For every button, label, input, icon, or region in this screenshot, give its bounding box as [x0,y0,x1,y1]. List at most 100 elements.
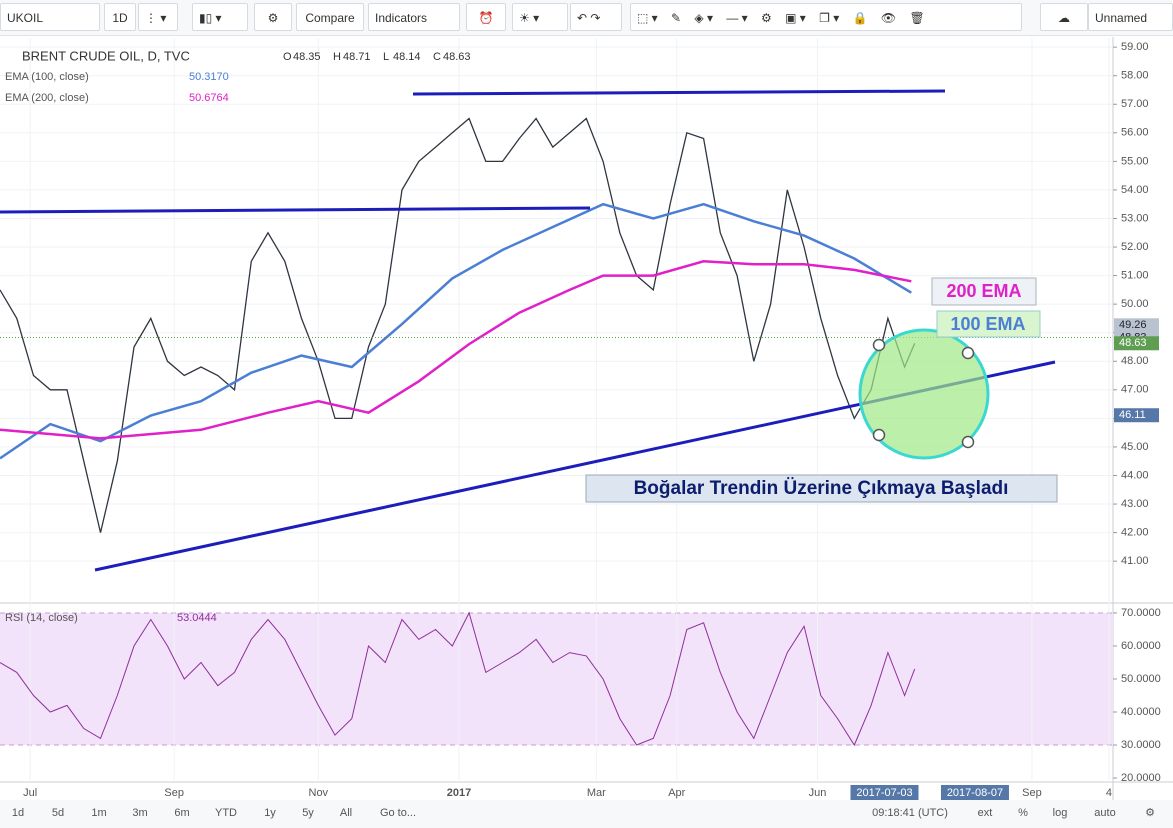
interval-menu[interactable]: ⋮ ▾ [138,3,178,31]
symbol-input[interactable]: UKOIL [0,3,100,31]
rsi-tick-label: 40.0000 [1121,706,1161,718]
handle[interactable] [872,428,886,442]
y-tick-label: 48.00 [1121,355,1149,367]
rsi-title: RSI (14, close) [5,612,78,624]
x-tick-label: Jul [23,787,37,799]
range-button[interactable]: YTD [215,807,237,819]
ohlc-label: H [333,51,341,63]
rsi-tick-label: 70.0000 [1121,607,1161,619]
price-marker-label: 46.11 [1119,409,1146,421]
trendline [0,206,591,214]
range-button[interactable]: 1d [12,807,24,819]
scale-option[interactable]: % [1018,807,1028,819]
rsi-tick-label: 20.0000 [1121,772,1161,784]
y-tick-label: 47.00 [1121,384,1149,396]
price-marker-label: 49.26 [1119,319,1147,331]
replay[interactable]: ☀ ▾ [512,3,568,31]
range-button[interactable]: All [340,807,352,819]
symbol-title: BRENT CRUDE OIL, D, TVC [22,48,190,63]
y-tick-label: 55.00 [1121,155,1149,167]
ohlc-label: C [433,51,441,63]
rsi-band-group [0,38,1113,782]
x-tick-label: Sep [164,787,184,799]
ohlc-value: 48.71 [343,51,371,63]
price-marker [1114,336,1159,351]
y-tick-label: 51.00 [1121,269,1149,281]
x-tick-label: Sep [1022,787,1042,799]
x-marker-label: 2017-08-07 [947,787,1003,799]
handle[interactable] [872,338,886,352]
price-marker [1114,318,1159,333]
annotation-box [585,474,1058,503]
ohlc-value: 48.35 [293,51,321,63]
y-tick-label: 57.00 [1121,98,1149,110]
circle-drawing [858,328,990,460]
annotation: 100 EMA [950,314,1025,334]
chart-style[interactable]: ▮▯ ▾ [192,3,248,31]
legend-value: 50.6764 [189,92,229,104]
ohlc-label: O [283,51,292,63]
rsi-line [0,611,916,747]
range-button[interactable]: 1y [264,807,276,819]
ohlc-label: L [383,51,389,63]
scale-option[interactable]: log [1053,807,1068,819]
y-tick-label: 58.00 [1121,70,1149,82]
layout-name[interactable]: Unnamed [1088,3,1173,31]
y-tick-label: 44.00 [1121,469,1149,481]
ohlc-value: 48.14 [393,51,421,63]
rsi-band [0,612,1113,746]
y-tick-label: 50.00 [1121,298,1149,310]
x-marker-label: 2017-07-03 [856,787,912,799]
bottom-group: 1d 5d 1m 3m 6m YTD 1y 5y All Go to... 09:18:41 (UT… [12,807,1155,819]
ohlc-value: 48.63 [443,51,471,63]
settings-icon[interactable]: ⚙ [1145,807,1155,819]
y-tick-label: 43.00 [1121,498,1149,510]
y-tick-label: 53.00 [1121,212,1149,224]
x-marker [850,785,919,800]
range-button[interactable]: 6m [174,807,189,819]
rsi-tick-label: 60.0000 [1121,640,1161,652]
legend-name: EMA (100, close) [5,71,89,83]
price-marker [1114,408,1159,423]
scale-option[interactable]: ext [978,807,993,819]
x-tick-label: 2017 [447,787,471,799]
range-button[interactable]: Go to... [380,807,416,819]
cloud[interactable]: ☁ [1040,3,1088,31]
y-tick-label: 42.00 [1121,527,1149,539]
y-tick-label: 54.00 [1121,184,1149,196]
alert[interactable]: ⏰ [466,3,506,31]
toolbar: UKOIL 1D ⋮ ▾ ▮▯ ▾ ⚙ Compare Indicators ⏰… [0,0,1173,36]
range-button[interactable]: 5d [52,807,64,819]
legend-name: EMA (200, close) [5,92,89,104]
range-button[interactable]: 1m [91,807,106,819]
price-line [0,260,912,440]
settings[interactable]: ⚙ [254,3,292,31]
legend-value: 50.3170 [189,71,229,83]
compare[interactable]: Compare [296,3,364,31]
handle[interactable] [961,435,975,449]
rsi-value: 53.0444 [177,612,217,624]
price-marker-label: 48.63 [1119,337,1147,349]
handle[interactable] [961,346,975,360]
y-tick-label: 52.00 [1121,241,1149,253]
indicators[interactable]: Indicators [368,3,460,31]
y-tick-label: 56.00 [1121,127,1149,139]
range-button[interactable]: 5y [302,807,314,819]
rsi-tick-label: 50.0000 [1121,673,1161,685]
x-tick-label: Jun [809,787,827,799]
bottom-bar [0,800,1173,828]
range-button[interactable]: 3m [132,807,147,819]
annotation: Boğalar Trendin Üzerine Çıkmaya Başladı [634,478,1009,499]
clock: 09:18:41 (UTC) [872,807,948,819]
handles [872,338,975,449]
scale-option[interactable]: auto [1094,807,1115,819]
interval[interactable]: 1D [104,3,136,31]
price-line [0,117,916,533]
y-tick-label: 59.00 [1121,41,1149,53]
undo-redo[interactable]: ↶ ↷ [570,3,622,31]
price-line [0,202,912,460]
x-tick-label: 4 [1106,787,1112,799]
drawing-toolbar[interactable]: ⬚ ▾ ✎ ◈ ▾ — ▾ ⚙ ▣ ▾ ❐ ▾ 🔒 👁 🗑 [630,3,1022,31]
